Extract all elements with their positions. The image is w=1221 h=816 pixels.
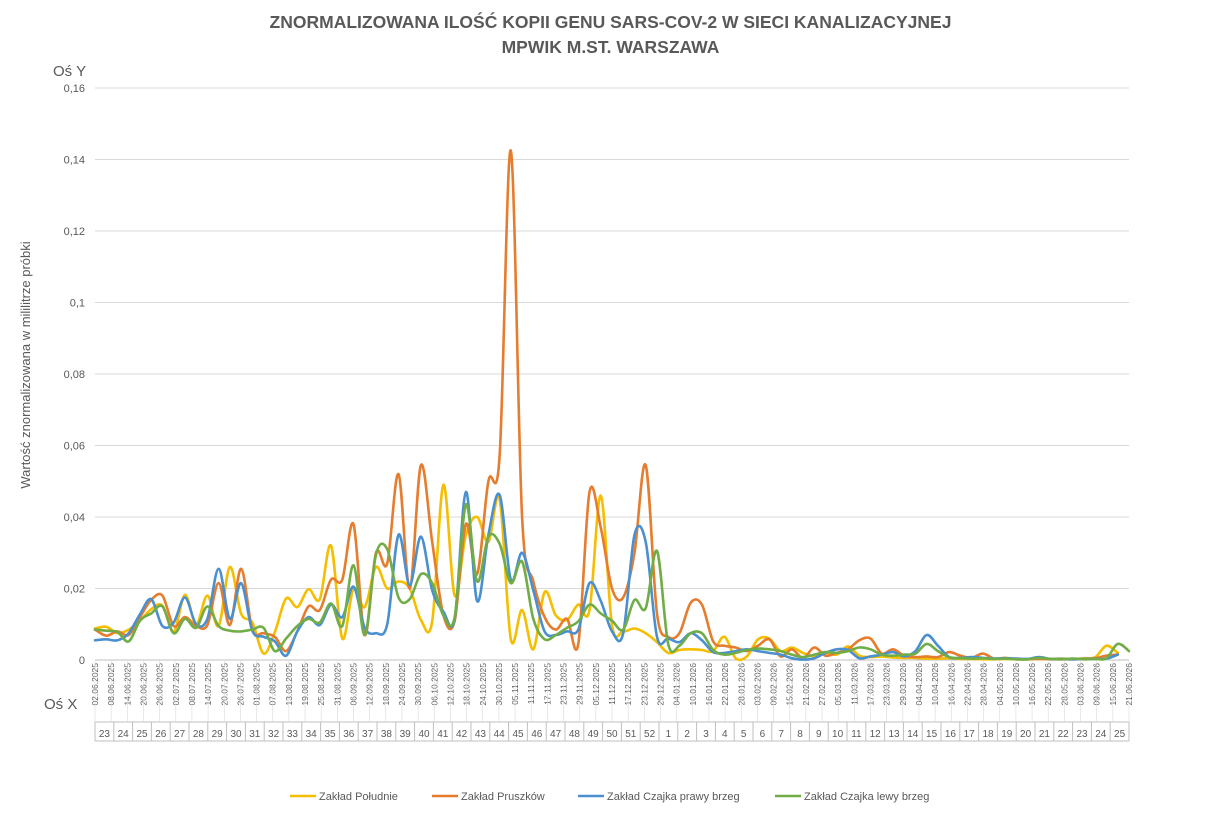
y-tick-label: 0 [79,655,85,667]
x-week-label: 28 [193,729,205,740]
x-week-label: 15 [926,729,938,740]
y-tick-label: 0,16 [64,83,85,95]
x-week-label: 32 [268,729,280,740]
x-week-label: 19 [1001,729,1013,740]
x-week-label: 7 [778,729,784,740]
legend: Zakład Południe Zakład Pruszków Zakład Cza… [290,791,929,803]
x-week-label: 37 [362,729,374,740]
x-week-label: 13 [888,729,900,740]
y-tick-label: 0,04 [64,512,85,524]
x-week-label: 43 [475,729,487,740]
x-week-label: 39 [400,729,412,740]
x-week-label: 1 [666,729,672,740]
x-week-label: 5 [741,729,747,740]
x-week-label: 23 [99,729,111,740]
x-week-label: 9 [816,729,822,740]
x-week-label: 6 [760,729,766,740]
x-week-label: 25 [136,729,148,740]
y-tick-label: 0,1 [70,298,85,310]
x-week-label: 12 [870,729,882,740]
y-tick-labels: 0 0,02 0,04 0,06 0,08 0,1 0,12 0,14 0,16 [64,83,85,667]
x-week-label: 33 [287,729,299,740]
series-line-poludnie [93,483,1120,662]
x-week-label: 44 [494,729,506,740]
x-week-label: 27 [174,729,186,740]
chart-title-line-2: MPWIK M.ST. WARSZAWA [501,37,720,57]
x-week-label: 17 [964,729,976,740]
legend-label-pruszkow: Zakład Pruszków [461,791,545,803]
x-week-label: 21 [1039,729,1051,740]
x-week-label: 23 [1076,729,1088,740]
x-week-label: 14 [907,729,919,740]
y-tick-label: 0,14 [64,155,85,167]
x-week-label: 30 [230,729,242,740]
x-week-label: 48 [569,729,581,740]
x-week-label: 16 [945,729,957,740]
x-axis-tag: Oś X [44,696,77,713]
x-week-label: 26 [155,729,167,740]
y-tick-label: 0,12 [64,226,85,238]
x-week-label: 42 [456,729,468,740]
x-week-label: 49 [588,729,600,740]
series-line-pruszkow [93,149,1120,661]
x-week-label: 45 [512,729,524,740]
x-week-label: 52 [644,729,656,740]
x-week-label: 25 [1114,729,1126,740]
y-axis-label: Wartość znormalizowana w mililitrze prób… [18,241,33,488]
x-week-label: 22 [1058,729,1070,740]
legend-label-czajka-prawy: Zakład Czajka prawy brzeg [607,791,740,803]
series-lines [93,149,1131,662]
x-week-label: 46 [531,729,543,740]
x-week-label: 20 [1020,729,1032,740]
series-line-czajka-lewy [93,503,1131,661]
x-week-label: 47 [550,729,562,740]
x-week-label: 8 [797,729,803,740]
x-week-label: 34 [306,729,318,740]
x-week-label: 41 [437,729,449,740]
x-week-label: 38 [381,729,393,740]
chart-title: ZNORMALIZOWANA ILOŚĆ KOPII GENU SARS-COV… [0,10,1221,60]
y-tick-label: 0,06 [64,441,85,453]
x-week-label: 51 [625,729,637,740]
x-week-label: 31 [249,729,261,740]
chart-title-line-1: ZNORMALIZOWANA ILOŚĆ KOPII GENU SARS-COV… [269,12,952,32]
x-week-label: 36 [343,729,355,740]
x-week-label: 3 [703,729,709,740]
x-week-label: 10 [832,729,844,740]
x-week-label: 40 [418,729,430,740]
x-week-label: 35 [324,729,336,740]
grid [95,87,1129,661]
x-week-label: 4 [722,729,728,740]
x-week-label: 18 [982,729,994,740]
y-axis-tag: Oś Y [53,63,86,80]
y-tick-label: 0,08 [64,369,85,381]
legend-label-poludnie: Zakład Południe [319,791,398,803]
x-week-label: 24 [118,729,130,740]
x-week-label: 11 [851,729,862,740]
legend-label-czajka-lewy: Zakład Czajka lewy brzeg [804,791,929,803]
x-axis-table: 02.06.2025 08.06.2025 14.06.2025 20.06.2025… [90,661,1134,742]
x-week-label: 2 [684,729,690,740]
y-tick-label: 0,02 [64,584,85,596]
x-week-label: 29 [212,729,224,740]
x-week-label: 24 [1095,729,1107,740]
x-week-label: 50 [606,729,618,740]
